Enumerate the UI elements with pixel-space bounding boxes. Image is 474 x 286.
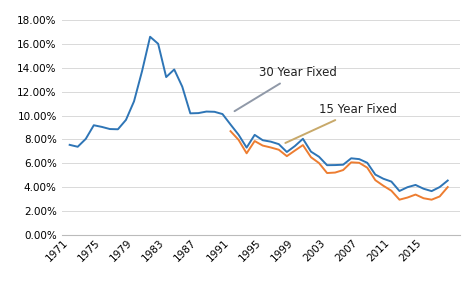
Text: 15 Year Fixed: 15 Year Fixed [285,103,397,143]
Text: 30 Year Fixed: 30 Year Fixed [235,66,337,111]
